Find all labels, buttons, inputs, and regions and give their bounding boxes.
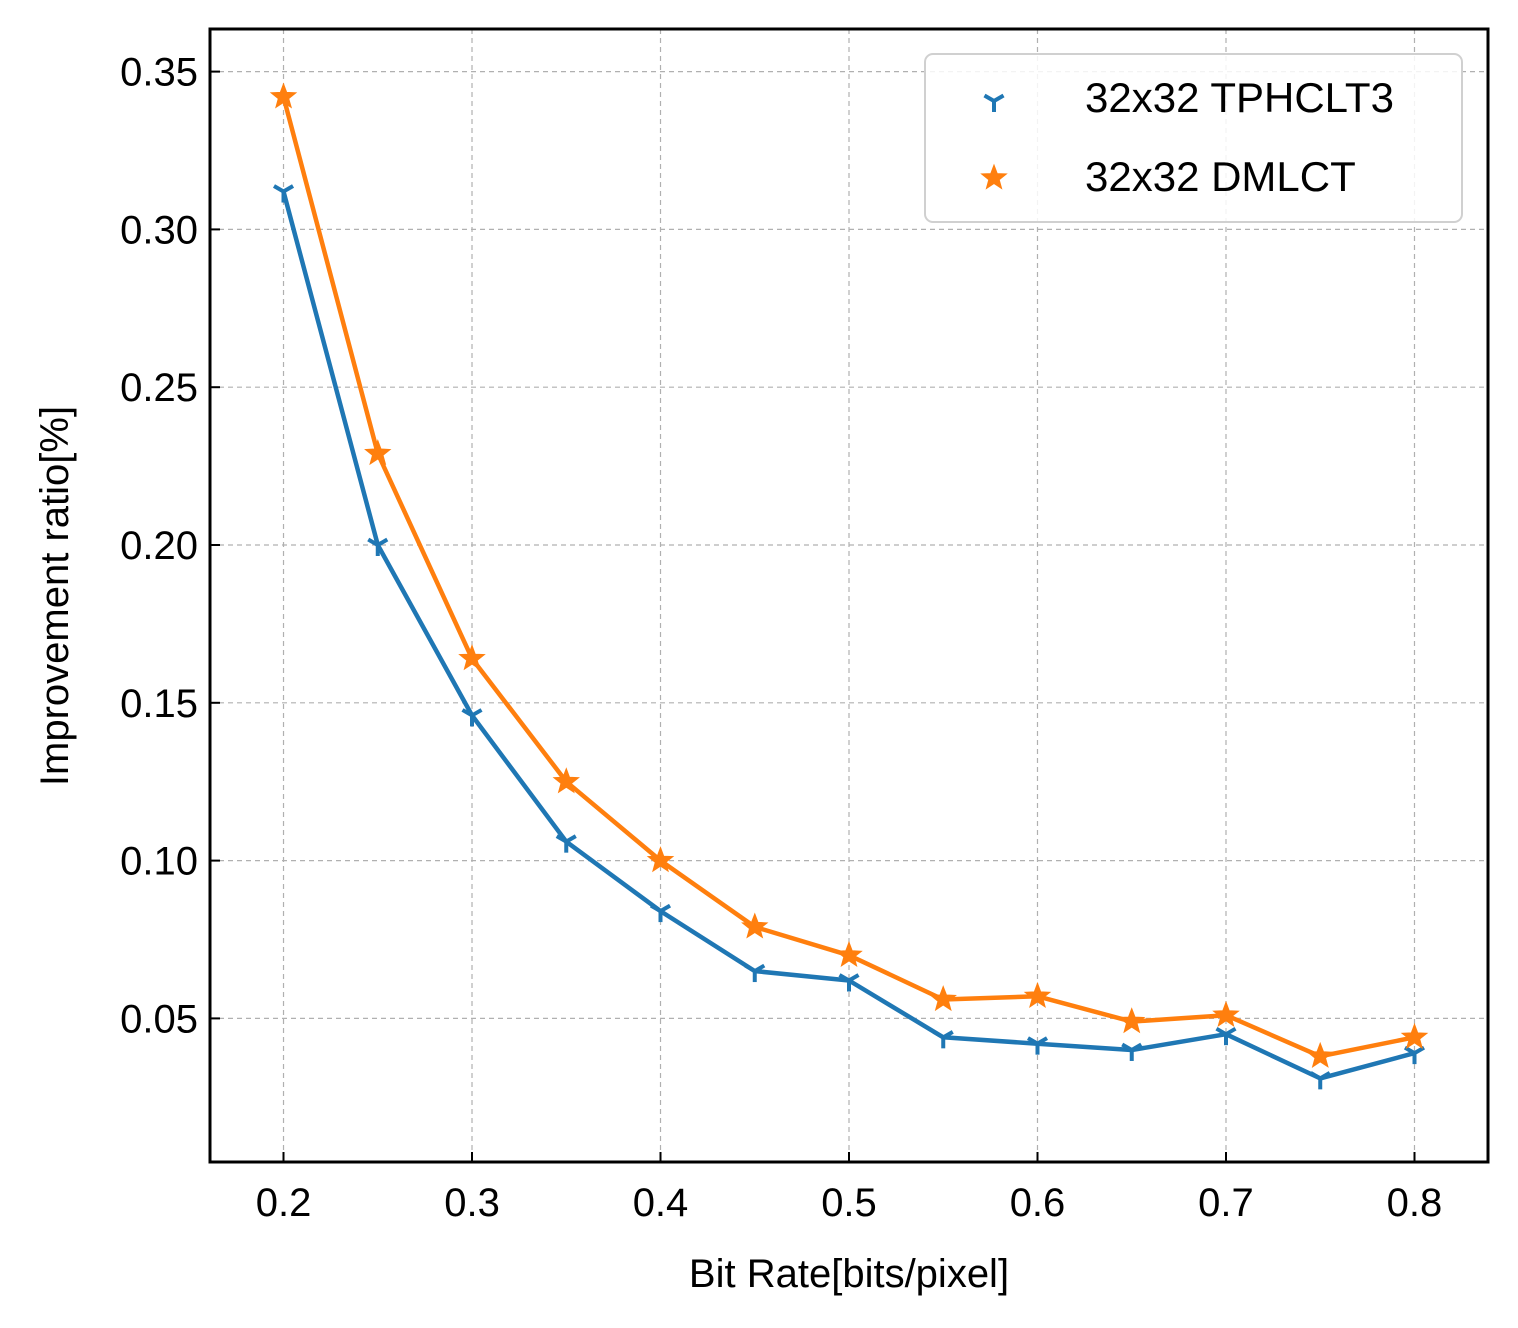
data-point — [1215, 1026, 1237, 1046]
data-point — [838, 973, 860, 992]
y-tick-label: 0.15 — [120, 682, 198, 726]
legend-marker-dmlct — [980, 163, 1008, 190]
data-point — [1026, 1036, 1049, 1055]
legend-label-tphclt3: 32x32 TPHCLT3 — [1085, 74, 1394, 121]
series-layer — [269, 82, 1429, 1090]
data-point — [458, 644, 486, 671]
data-point — [1023, 981, 1052, 1008]
y-tick-label: 0.05 — [120, 997, 198, 1041]
data-point — [1121, 1042, 1143, 1061]
y-tick-label: 0.10 — [120, 840, 198, 884]
y-tick-label: 0.20 — [120, 524, 198, 568]
data-point — [1306, 1041, 1334, 1068]
series-dmlct — [269, 82, 1429, 1068]
legend-box — [924, 53, 1463, 223]
x-tick-labels: 0.2 0.3 0.4 0.5 0.6 0.7 0.8 — [256, 1181, 1443, 1225]
data-point — [555, 834, 577, 853]
data-point — [744, 963, 766, 983]
axis-ticks — [210, 70, 1416, 1162]
legend: 32x32 TPHCLT3 32x32 DMLCT — [924, 53, 1463, 223]
x-tick-label: 0.6 — [1010, 1181, 1066, 1225]
legend-marker-tphclt3 — [983, 93, 1005, 112]
data-point — [272, 184, 295, 203]
y-tick-labels: 0.05 0.10 0.15 0.20 0.25 0.30 0.35 — [120, 51, 198, 1042]
legend-label-dmlct: 32x32 DMLCT — [1085, 153, 1356, 200]
x-tick-label: 0.4 — [633, 1181, 689, 1225]
x-tick-label: 0.2 — [256, 1181, 312, 1225]
data-point — [367, 537, 389, 557]
y-tick-label: 0.35 — [120, 51, 198, 95]
data-point — [461, 708, 483, 727]
x-tick-label: 0.3 — [444, 1181, 500, 1225]
data-point — [1400, 1022, 1429, 1050]
x-axis-label: Bit Rate[bits/pixel] — [689, 1252, 1009, 1296]
data-point — [364, 439, 392, 466]
data-point — [269, 82, 298, 109]
data-point — [929, 985, 957, 1012]
x-tick-label: 0.8 — [1387, 1181, 1443, 1225]
data-point — [1309, 1071, 1331, 1090]
x-tick-label: 0.5 — [821, 1181, 877, 1225]
data-point — [835, 940, 863, 967]
data-point — [1212, 1000, 1240, 1027]
y-tick-label: 0.30 — [120, 208, 198, 252]
data-point — [741, 912, 769, 939]
data-point — [649, 903, 672, 923]
y-tick-label: 0.25 — [120, 366, 198, 410]
legend-swatch — [980, 163, 1008, 190]
data-point — [552, 767, 580, 794]
y-axis-label: Improvement ratio[%] — [33, 406, 77, 786]
data-point — [1118, 1007, 1146, 1034]
series-tphclt3 — [272, 184, 1426, 1090]
data-point — [646, 846, 675, 873]
data-point — [932, 1030, 954, 1049]
x-tick-label: 0.7 — [1198, 1181, 1254, 1225]
legend-swatch — [983, 93, 1005, 112]
